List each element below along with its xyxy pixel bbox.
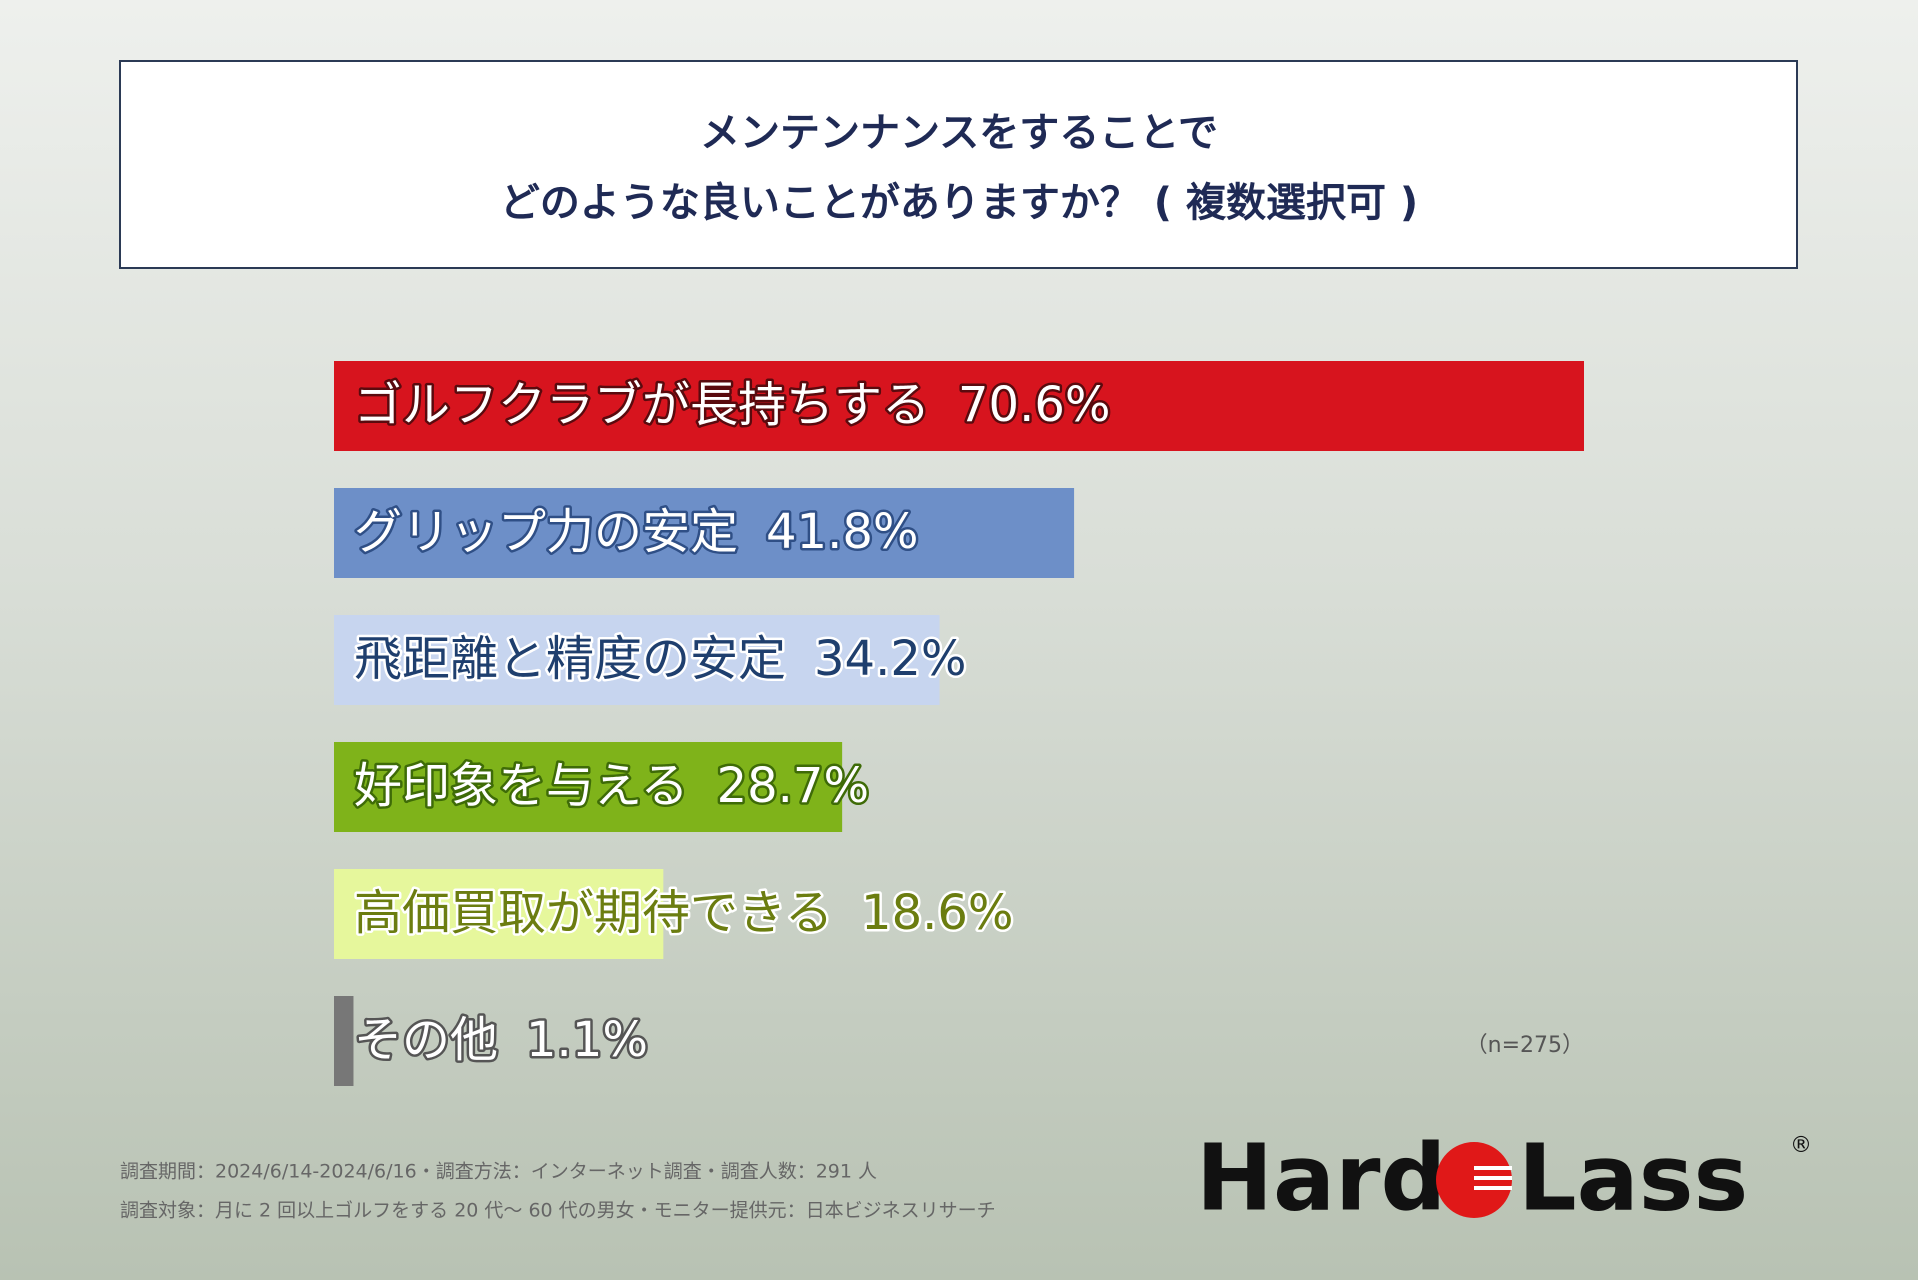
category-label: ゴルフクラブが長持ちする <box>354 377 930 433</box>
title-line: どのような良いことがありますか？ ( 複数選択可 ) <box>500 180 1418 226</box>
logo-text: Lass <box>1518 1124 1748 1231</box>
bar <box>334 869 664 959</box>
logo-stripe <box>1474 1176 1512 1180</box>
bar <box>334 742 843 832</box>
bar-label: ゴルフクラブが長持ちする 70.6% <box>354 377 1111 433</box>
bar <box>334 488 1075 578</box>
bar <box>334 996 354 1086</box>
logo-mark: ® <box>1790 1133 1812 1158</box>
bar-label: グリップ力の安定 41.8% <box>354 504 919 560</box>
logo-text: Hard <box>1196 1124 1446 1231</box>
bar-label: その他 1.1% <box>354 1012 648 1068</box>
footnote: 調査期間：2024/6/14-2024/6/16・調査方法：インターネット調査・… <box>120 1161 877 1183</box>
logo-stripe <box>1474 1186 1512 1190</box>
category-label: その他 <box>354 1012 498 1068</box>
value-label: 18.6% <box>861 885 1013 941</box>
category-label: 好印象を与える <box>354 758 689 814</box>
bar <box>334 615 940 705</box>
title-box <box>119 60 1798 269</box>
bar-label: 高価買取が期待できる 18.6% <box>354 885 1014 941</box>
value-label: 1.1% <box>526 1012 648 1068</box>
footnote: 調査対象：月に 2 回以上ゴルフをする 20 代〜 60 代の男女・モニター提供… <box>120 1200 996 1222</box>
value-label: 34.2% <box>814 631 966 687</box>
logo-stripe <box>1474 1166 1512 1170</box>
category-label: グリップ力の安定 <box>354 504 738 560</box>
value-label: 70.6% <box>958 377 1110 433</box>
bar-label: 好印象を与える 28.7% <box>354 758 869 814</box>
bar-label: 飛距離と精度の安定 34.2% <box>354 631 967 687</box>
category-label: 飛距離と精度の安定 <box>354 631 786 687</box>
logo: Hard Lass ® <box>1196 1124 1812 1231</box>
bar <box>334 361 1584 451</box>
sample-note: （n=275） <box>1466 1033 1584 1058</box>
category-label: 高価買取が期待できる <box>354 885 833 941</box>
value-label: 28.7% <box>717 758 869 814</box>
value-label: 41.8% <box>766 504 918 560</box>
title-line: メンテンナンスをすることで <box>700 110 1218 156</box>
